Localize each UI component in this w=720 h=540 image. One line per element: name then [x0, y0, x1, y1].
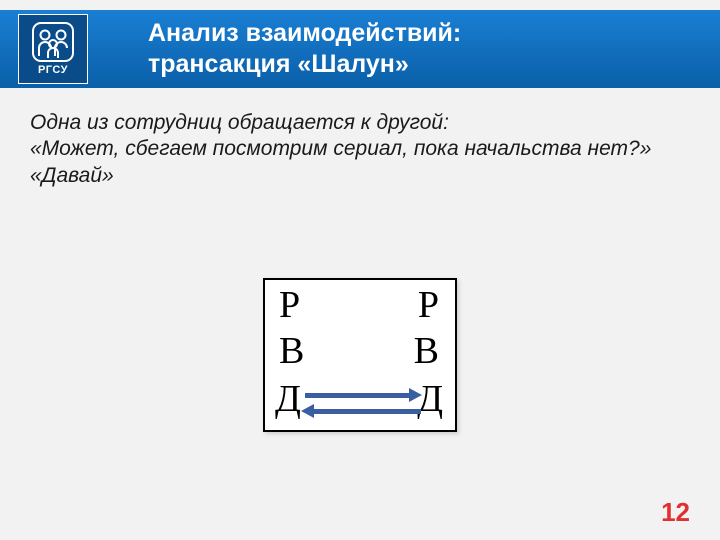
diagram-left-0: Р — [279, 286, 300, 324]
arrow-1-line — [305, 393, 411, 398]
slide-header: РГСУ Анализ взаимодействий: трансакция «… — [0, 10, 720, 88]
body-line-2: «Может, сбегаем посмотрим сериал, пока н… — [30, 136, 690, 162]
title-line-1: Анализ взаимодействий: — [148, 18, 461, 49]
diagram-left-1: В — [279, 332, 304, 370]
page-number: 12 — [661, 497, 690, 528]
title-line-2: трансакция «Шалун» — [148, 49, 461, 80]
diagram-right-1: В — [414, 332, 439, 370]
logo-label: РГСУ — [38, 64, 68, 76]
body-text: Одна из сотрудниц обращается к другой: «… — [30, 110, 690, 189]
slide-title: Анализ взаимодействий: трансакция «Шалун… — [148, 18, 461, 81]
body-line-3: «Давай» — [30, 163, 690, 189]
body-line-1: Одна из сотрудниц обращается к другой: — [30, 110, 690, 136]
diagram-right-0: Р — [418, 286, 439, 324]
transaction-diagram: Р В Д Р В Д — [263, 278, 457, 432]
arrow-1-head — [409, 388, 422, 402]
people-icon — [32, 22, 74, 62]
logo: РГСУ — [18, 14, 88, 84]
arrow-2-line — [313, 409, 421, 414]
diagram-left-2: Д — [275, 380, 301, 418]
arrow-2-head — [301, 404, 314, 418]
